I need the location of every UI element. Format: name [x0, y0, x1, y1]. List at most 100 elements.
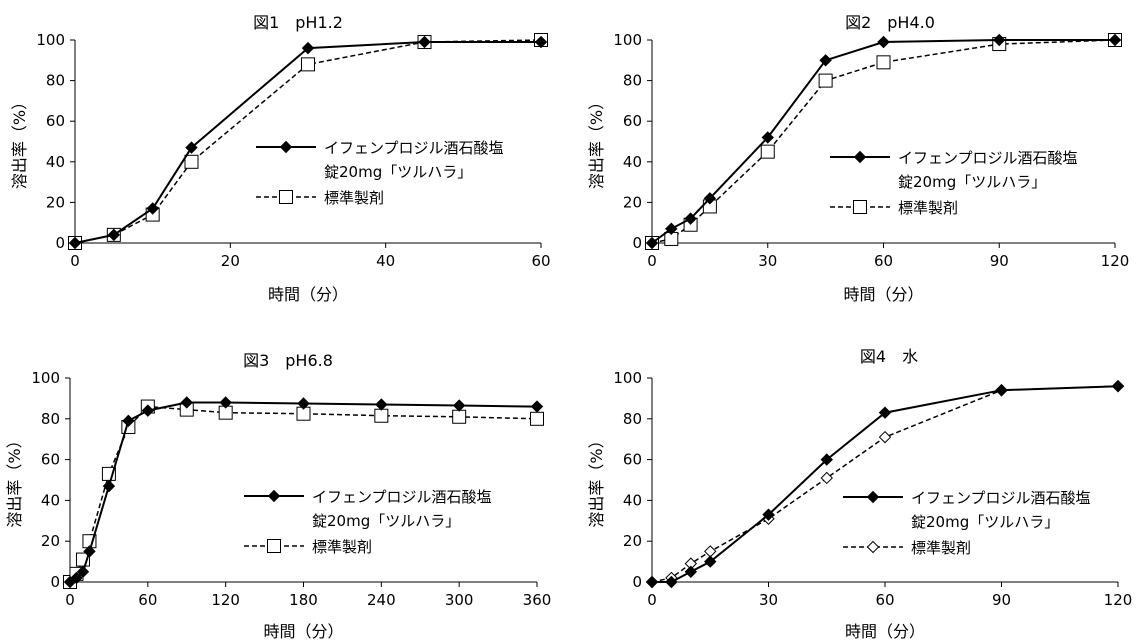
data-point-test [820, 453, 833, 466]
data-point-reference [820, 471, 833, 485]
data-point-test [530, 400, 544, 413]
data-point-test [122, 414, 135, 428]
y-tick-label: 80 [41, 410, 60, 428]
data-point-test [185, 141, 198, 154]
legend-marker [866, 540, 880, 554]
data-point-reference [818, 73, 833, 88]
data-point-test [375, 398, 388, 411]
y-tick-label: 20 [623, 532, 642, 550]
data-point-reference [760, 144, 775, 159]
x-tick-label: 0 [70, 252, 80, 270]
x-tick-label: 180 [289, 591, 318, 609]
data-point-test [665, 222, 678, 235]
legend-marker [853, 150, 867, 164]
chart-title: 図3 pH6.8 [243, 351, 333, 370]
legend-label: 標準製剤 [911, 539, 971, 557]
legend-marker [279, 190, 293, 204]
y-tick-label: 20 [41, 532, 60, 550]
x-tick-label: 60 [875, 591, 894, 609]
legend-label: イフェンプロジル酒石酸塩 [898, 149, 1078, 167]
series-line-reference [651, 385, 1119, 583]
data-point-reference [184, 154, 199, 169]
data-point-test [877, 35, 890, 49]
data-point-test [68, 236, 82, 250]
x-axis-label: 時間（分） [843, 285, 923, 304]
x-tick-label: 300 [445, 591, 474, 609]
y-tick-label: 0 [50, 573, 60, 591]
data-point-test [301, 41, 315, 55]
data-point-test [819, 54, 832, 67]
data-point-test [761, 131, 774, 144]
chart-panel-2: 図2 pH4.0 0 20 40 60 80 100 0 30 60 90 120 時間（分） 溶出率（%… [587, 13, 1129, 304]
legend-marker [267, 539, 281, 553]
data-point-test [70, 571, 83, 585]
y-tick-label: 40 [623, 153, 642, 171]
legend-label: イフェンプロジル酒石酸塩 [312, 488, 492, 506]
data-point-test [141, 404, 155, 417]
data-point-test [102, 479, 116, 493]
chart-panel-4: 図4 水 0 20 40 60 80 100 0 30 60 90 120 時間（分） 溶出率（%） イフェ… [587, 347, 1132, 641]
chart-panel-3: 図3 pH6.8 0 20 40 60 80 100 0 60 120 180 240 300 360 時間… [5, 351, 551, 641]
y-tick-label: 100 [31, 369, 60, 387]
y-tick-label: 80 [623, 410, 642, 428]
y-tick-label: 20 [623, 193, 642, 211]
x-axis-label: 時間（分） [845, 622, 925, 641]
y-tick-label: 100 [613, 369, 642, 387]
x-tick-label: 360 [523, 591, 552, 609]
y-axis-label: 溶出率（%） [5, 432, 24, 527]
legend-marker [279, 140, 293, 154]
series-line-test [651, 39, 1115, 244]
y-axis-label: 溶出率（%） [587, 94, 606, 189]
y-tick-label: 60 [623, 451, 642, 469]
data-point-test [878, 406, 892, 419]
data-point-reference [452, 409, 467, 424]
x-tick-label: 40 [376, 252, 395, 270]
series-line-reference [651, 39, 1116, 244]
legend-label: 錠20mg「ツルハラ」 [324, 163, 472, 181]
data-point-test [995, 384, 1008, 397]
data-point-test [107, 228, 121, 242]
chart-title: 図4 水 [860, 347, 918, 366]
data-point-test [1108, 33, 1122, 47]
x-tick-label: 240 [367, 591, 396, 609]
x-tick-label: 120 [1104, 591, 1133, 609]
data-point-reference [878, 430, 892, 444]
x-tick-label: 0 [647, 252, 657, 270]
x-tick-label: 20 [221, 252, 240, 270]
data-point-test [645, 575, 659, 589]
data-point-test [146, 202, 159, 215]
y-tick-label: 100 [36, 31, 65, 49]
legend-marker [853, 200, 867, 214]
data-point-test [83, 545, 96, 558]
data-point-reference [876, 55, 891, 70]
legend-marker [866, 490, 880, 504]
x-tick-label: 60 [531, 252, 550, 270]
data-point-reference [530, 411, 544, 426]
y-axis-label: 溶出率（%） [10, 94, 29, 189]
y-tick-label: 40 [623, 491, 642, 509]
data-point-test [993, 33, 1006, 47]
y-tick-label: 40 [41, 491, 60, 509]
x-tick-label: 0 [647, 591, 657, 609]
data-point-test [1111, 379, 1125, 393]
y-tick-label: 80 [623, 72, 642, 90]
legend-label: 標準製剤 [312, 538, 372, 556]
data-point-reference [301, 57, 315, 72]
y-tick-label: 0 [632, 234, 642, 252]
data-point-test [704, 555, 717, 568]
data-point-test [297, 397, 310, 410]
data-point-test [180, 396, 193, 409]
y-tick-label: 60 [623, 112, 642, 130]
y-tick-label: 100 [613, 31, 642, 49]
legend-label: 錠20mg「ツルハラ」 [312, 512, 460, 530]
y-tick-label: 80 [46, 72, 65, 90]
y-tick-label: 20 [46, 193, 65, 211]
x-tick-label: 90 [990, 252, 1009, 270]
data-point-test [534, 35, 548, 49]
y-tick-label: 40 [46, 153, 65, 171]
chart-panel-1: 図1 pH1.2 0 20 40 60 80 100 0 20 40 60 時間（分） 溶出率（%） イフ… [10, 13, 551, 304]
y-tick-label: 0 [55, 234, 65, 252]
